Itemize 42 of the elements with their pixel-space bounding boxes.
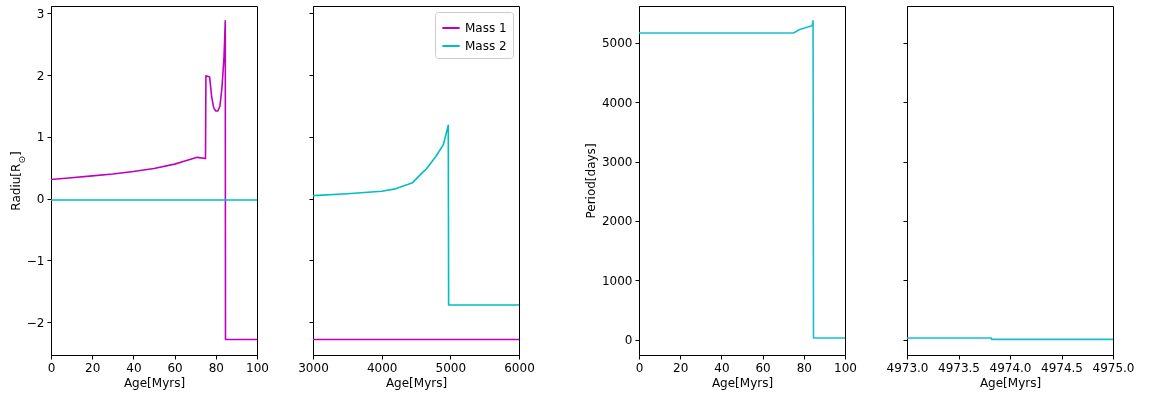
y-tick-label: 0 — [624, 333, 633, 348]
x-tick-label: 80 — [796, 360, 812, 375]
x-tick-label: 40 — [126, 360, 142, 375]
x-tick-label: 4973.0 — [886, 360, 929, 375]
x-tick-label: 60 — [755, 360, 771, 375]
y-tick-label: 2000 — [601, 214, 633, 229]
x-tick-label: 5000 — [435, 360, 467, 375]
x-tick-label: 0 — [47, 360, 56, 375]
y-tick-label: −1 — [26, 253, 45, 268]
y-tick-label: 3 — [36, 6, 45, 21]
y-tick-label: 1 — [36, 130, 45, 145]
x-tick-label: 6000 — [504, 360, 535, 375]
y-tick-label: 0 — [36, 192, 45, 207]
x-tick-label: 20 — [673, 360, 689, 375]
legend-label: Mass 1 — [465, 21, 507, 35]
legend-label: Mass 2 — [465, 39, 507, 53]
x-axis-title: Age[Myrs] — [385, 375, 448, 390]
x-tick-label: 20 — [85, 360, 101, 375]
y-tick-label: 2 — [36, 68, 45, 83]
y-axis-title: Period[days] — [583, 143, 598, 219]
x-tick-label: 0 — [635, 360, 644, 375]
y-tick-label: 5000 — [601, 36, 633, 51]
x-tick-label: 3000 — [298, 360, 329, 375]
line-series — [51, 20, 257, 341]
x-tick-label: 4975.0 — [1092, 360, 1135, 375]
x-axis-title: Age[Myrs] — [123, 375, 186, 390]
x-tick-label: 4000 — [366, 360, 398, 375]
x-tick-label: 100 — [246, 360, 269, 375]
x-axis-title: Age[Myrs] — [711, 375, 774, 390]
x-tick-label: 40 — [714, 360, 730, 375]
x-axis-title: Age[Myrs] — [979, 375, 1042, 390]
x-tick-label: 4973.5 — [938, 360, 980, 375]
y-tick-label: 3000 — [601, 155, 633, 170]
y-tick-label: −2 — [26, 315, 45, 330]
y-tick-label: 1000 — [601, 273, 633, 288]
x-tick-label: 100 — [834, 360, 857, 375]
x-tick-label: 80 — [208, 360, 224, 375]
x-tick-label: 60 — [167, 360, 183, 375]
x-tick-label: 4974.0 — [989, 360, 1032, 375]
x-tick-label: 4974.5 — [1041, 360, 1083, 375]
line-series — [639, 20, 845, 339]
y-tick-label: 4000 — [601, 95, 633, 110]
